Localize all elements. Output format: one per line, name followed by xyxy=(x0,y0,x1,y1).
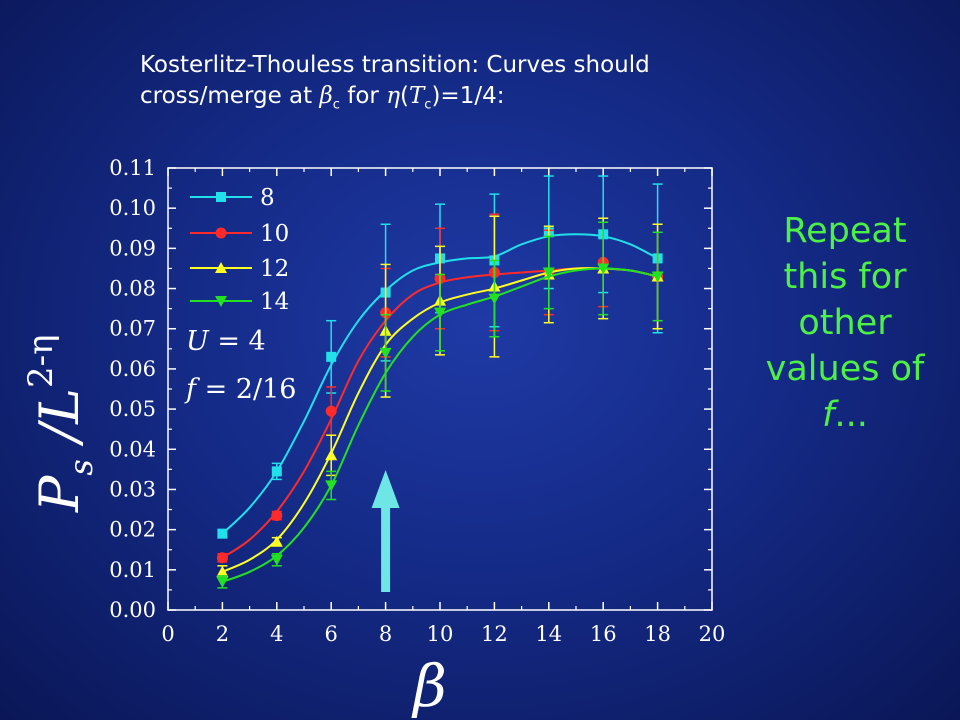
x-tick-label: 4 xyxy=(270,622,283,646)
data-point-12 xyxy=(216,565,229,577)
y-axis-label-text: Ps /L2-η xyxy=(21,335,100,513)
x-tick-label: 8 xyxy=(379,622,392,646)
data-point-14 xyxy=(325,480,338,492)
legend-label-12: 12 xyxy=(260,256,289,282)
title-suffix: )=1/4: xyxy=(431,83,505,109)
data-point-14 xyxy=(488,293,501,305)
title-prefix: cross/merge at xyxy=(140,83,320,109)
data-point-10 xyxy=(271,510,283,522)
data-point-14 xyxy=(216,576,229,588)
x-tick-label: 6 xyxy=(325,622,338,646)
legend-marker-8 xyxy=(216,192,226,202)
x-tick-label: 16 xyxy=(590,622,617,646)
x-tick-label: 20 xyxy=(699,622,726,646)
x-tick-label: 12 xyxy=(481,622,508,646)
y-label-L: /L xyxy=(28,388,91,459)
arrow-head xyxy=(371,470,400,508)
y-label-P: P xyxy=(28,474,91,513)
title-for: for xyxy=(339,83,387,109)
legend-label-14: 14 xyxy=(260,289,289,315)
title-T: T xyxy=(408,83,425,109)
legend-marker-12 xyxy=(215,262,227,273)
y-tick-label: 0.05 xyxy=(109,397,156,421)
note-f: f xyxy=(822,395,835,435)
title-paren: ( xyxy=(399,83,409,109)
data-point-12 xyxy=(325,449,338,461)
y-tick-label: 0.03 xyxy=(109,477,156,501)
note-ellipsis: ... xyxy=(834,395,868,435)
y-tick-label: 0.01 xyxy=(109,558,156,582)
data-point-8 xyxy=(326,351,337,362)
data-point-14 xyxy=(542,267,555,279)
legend-label-10: 10 xyxy=(260,221,289,247)
y-axis-label: Ps /L2-η xyxy=(21,335,100,513)
annotation-U-value: = 4 xyxy=(209,326,266,357)
data-point-10 xyxy=(325,405,337,417)
note-line-2: this for xyxy=(783,257,907,297)
y-tick-label: 0.02 xyxy=(109,518,156,542)
data-point-14 xyxy=(651,271,664,283)
annotation-U: U = 4 xyxy=(186,326,266,357)
note-line-3: other xyxy=(798,303,892,343)
y-label-exponent: 2-η xyxy=(21,335,61,389)
title-beta: β xyxy=(319,83,333,109)
legend-marker-10 xyxy=(215,227,227,239)
y-tick-label: 0.06 xyxy=(109,357,156,381)
data-point-14 xyxy=(597,263,610,275)
x-tick-label: 0 xyxy=(161,622,174,646)
data-point-8 xyxy=(217,528,228,539)
annotation-f-value: = 2/16 xyxy=(196,374,296,405)
data-point-10 xyxy=(216,552,228,564)
legend-label-8: 8 xyxy=(260,185,275,211)
data-point-12 xyxy=(270,535,283,547)
title-beta-sub: c xyxy=(332,97,340,113)
data-point-14 xyxy=(379,347,392,359)
y-tick-label: 0.07 xyxy=(109,317,156,341)
note-line-5: f... xyxy=(750,392,940,438)
y-tick-label: 0.11 xyxy=(109,156,156,180)
title-T-sub: c xyxy=(424,97,432,113)
y-tick-label: 0.10 xyxy=(109,196,156,220)
y-tick-label: 0.09 xyxy=(109,236,156,260)
y-tick-label: 0.08 xyxy=(109,277,156,301)
slide-title: Kosterlitz-Thouless transition: Curves s… xyxy=(140,50,840,121)
repeat-note: Repeat this for other values of f... xyxy=(750,208,940,438)
data-point-14 xyxy=(434,307,446,319)
title-line-2: cross/merge at βc for η(Tc)=1/4: xyxy=(140,81,840,121)
x-tick-label: 10 xyxy=(427,622,454,646)
note-line-4: values of xyxy=(765,349,925,389)
title-eta: η xyxy=(386,83,400,109)
data-point-14 xyxy=(270,554,283,566)
x-tick-label: 2 xyxy=(216,622,229,646)
y-tick-label: 0.00 xyxy=(109,598,156,622)
x-tick-label: 14 xyxy=(535,622,562,646)
legend-marker-14 xyxy=(215,296,227,307)
y-label-s: s xyxy=(62,459,100,475)
annotation-U-symbol: U xyxy=(186,326,210,357)
note-line-1: Repeat xyxy=(783,211,907,251)
annotation-f: f = 2/16 xyxy=(184,374,296,405)
title-line-1: Kosterlitz-Thouless transition: Curves s… xyxy=(140,52,650,78)
x-tick-label: 18 xyxy=(644,622,671,646)
x-axis-label: β xyxy=(411,652,447,720)
data-point-8 xyxy=(271,466,282,477)
y-tick-label: 0.04 xyxy=(109,437,156,461)
